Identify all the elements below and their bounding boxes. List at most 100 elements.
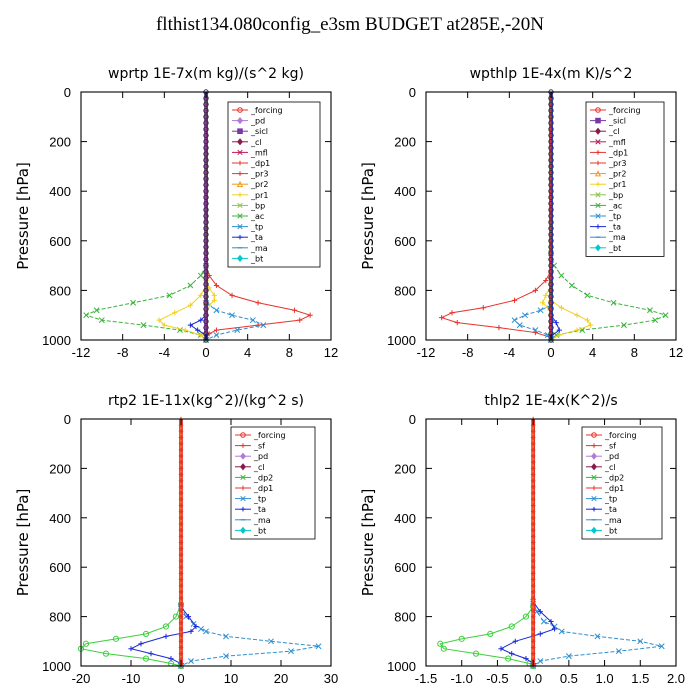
legend-label: _bp	[608, 191, 623, 200]
legend-label: _pd	[250, 117, 265, 126]
data-point	[168, 655, 174, 662]
zero-marker	[178, 608, 184, 613]
x-tick-label: -8	[117, 345, 129, 360]
data-point	[574, 312, 580, 318]
legend-marker	[591, 443, 597, 448]
data-point	[288, 648, 294, 655]
zero-marker	[203, 256, 209, 263]
data-point	[172, 310, 178, 316]
zero-marker	[178, 639, 184, 644]
zero-marker	[203, 250, 209, 256]
zero-marker	[548, 219, 554, 225]
zero-marker	[178, 472, 184, 477]
series-line	[205, 265, 312, 338]
data-point	[584, 292, 591, 299]
zero-marker	[548, 101, 554, 108]
zero-marker	[548, 250, 554, 256]
data-point	[487, 630, 494, 637]
data-point	[532, 327, 539, 334]
zero-marker	[178, 509, 184, 514]
legend-marker	[595, 117, 601, 124]
legend-marker	[591, 495, 597, 502]
data-point	[440, 645, 447, 652]
x-tick-label: 8	[631, 345, 638, 360]
zero-marker	[178, 521, 184, 527]
data-point	[213, 327, 220, 333]
zero-marker	[203, 207, 209, 213]
x-tick-label: 1.5	[631, 671, 649, 686]
legend-marker	[240, 474, 246, 481]
data-point	[537, 631, 543, 637]
zero-marker	[203, 231, 209, 238]
legend-label: _pr2	[250, 180, 268, 189]
data-point	[163, 633, 169, 639]
zero-marker	[203, 107, 209, 114]
series-tp	[178, 603, 322, 669]
series-dp1	[203, 263, 313, 341]
data-point	[587, 322, 594, 328]
zero-marker	[203, 138, 209, 145]
data-point	[291, 307, 298, 313]
data-point	[637, 638, 644, 645]
y-tick-label: 800	[394, 283, 416, 298]
zero-marker	[178, 441, 184, 446]
legend-marker	[591, 506, 597, 512]
data-point	[187, 282, 194, 289]
zero-marker	[548, 262, 554, 269]
data-point	[537, 609, 543, 615]
panel-title: thlp2 1E-4x(K^2)/s	[484, 393, 617, 409]
legend-label: _mfl	[608, 138, 626, 147]
legend-marker	[237, 107, 243, 113]
x-tick-label: 0.0	[524, 671, 542, 686]
legend-marker	[240, 443, 246, 448]
legend-marker	[595, 202, 601, 209]
zero-marker	[548, 256, 554, 263]
data-point	[553, 320, 559, 326]
legend-marker	[595, 150, 601, 155]
data-point	[148, 651, 154, 657]
y-tick-label: 400	[394, 511, 416, 526]
series-line	[158, 285, 207, 341]
data-point	[558, 272, 565, 279]
zero-profile	[203, 89, 209, 343]
x-tick-label: 12	[669, 345, 683, 360]
data-point	[229, 292, 235, 298]
zero-marker	[548, 151, 554, 157]
zero-marker	[203, 101, 209, 108]
x-tick-label: 0	[547, 345, 554, 360]
legend-label: _pd	[253, 452, 268, 461]
y-tick-label: 400	[394, 184, 416, 199]
zero-marker	[548, 269, 554, 275]
legend-label: _dp1	[608, 148, 628, 157]
zero-marker	[178, 540, 184, 545]
legend-label: _sf	[604, 442, 616, 451]
series-ac	[83, 262, 209, 343]
zero-marker	[178, 589, 184, 595]
data-point	[185, 614, 192, 620]
zero-marker	[178, 595, 184, 601]
x-tick-label: -8	[462, 345, 474, 360]
series-tp	[203, 299, 267, 343]
zero-marker	[203, 157, 209, 163]
legend-label: _pd	[604, 452, 619, 461]
y-tick-label: 800	[49, 283, 71, 298]
legend: _forcing _sf_pd _cl_dp2 _dp1 _tp_ta _ma_bt	[581, 426, 663, 540]
data-point	[548, 618, 554, 625]
legend-label: _sf	[253, 442, 265, 451]
data-point	[166, 292, 173, 299]
data-point	[454, 320, 460, 326]
data-point	[260, 322, 267, 329]
data-point	[193, 623, 199, 630]
zero-marker	[530, 509, 536, 514]
series-ac	[548, 250, 669, 343]
x-tick-label: -20	[72, 671, 91, 686]
data-point	[568, 282, 575, 289]
legend-marker	[240, 452, 246, 460]
data-point	[556, 332, 562, 338]
series-line	[499, 601, 556, 664]
zero-marker	[548, 145, 554, 151]
legend-label: _pr3	[608, 159, 626, 168]
plot-frame	[80, 418, 332, 667]
zero-marker	[548, 188, 554, 194]
